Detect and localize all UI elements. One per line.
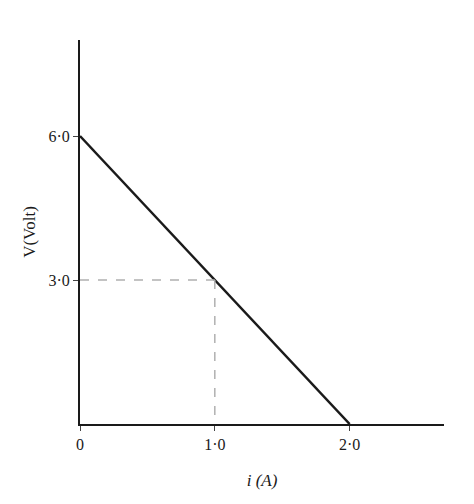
svg-text:2·0: 2·0 (339, 436, 360, 453)
svg-text:0: 0 (76, 436, 84, 453)
svg-text:i (A): i (A) (247, 471, 278, 490)
svg-text:1·0: 1·0 (204, 436, 225, 453)
svg-text:3·0: 3·0 (48, 272, 69, 289)
svg-text:V(Volt): V(Volt) (20, 206, 39, 258)
svg-text:6·0: 6·0 (48, 128, 69, 145)
